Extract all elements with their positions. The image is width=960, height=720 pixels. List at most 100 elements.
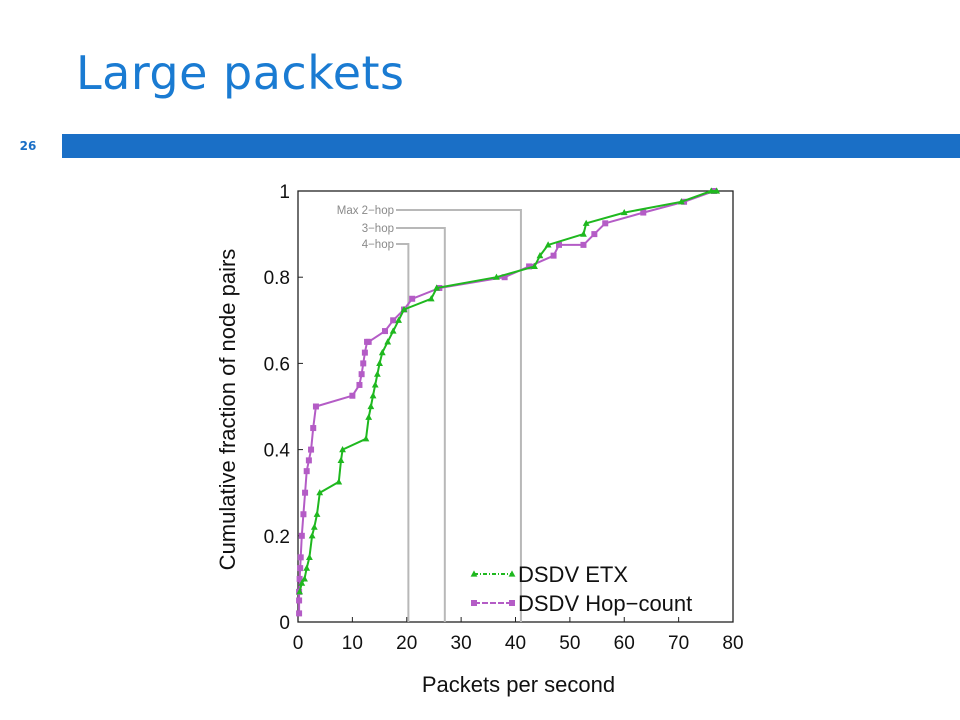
hopcount-point — [312, 403, 319, 410]
hopcount-point — [349, 392, 356, 399]
hopcount-point — [526, 263, 533, 270]
etx-point — [306, 553, 313, 560]
etx-point — [337, 456, 345, 463]
etx-point — [544, 241, 552, 248]
legend-marker — [470, 570, 478, 577]
hopcount-point — [390, 317, 397, 324]
etx-point — [313, 510, 321, 517]
hopcount-point — [365, 338, 372, 345]
hopcount-point — [409, 295, 416, 302]
etx-point — [493, 273, 500, 280]
etx-point — [389, 327, 397, 334]
etx-point — [301, 575, 308, 582]
legend-marker — [509, 600, 515, 606]
x-tick-label: 10 — [342, 633, 363, 654]
threshold-label: Max 2−hop — [337, 205, 394, 217]
y-tick-label: 0 — [279, 613, 290, 634]
etx-point — [362, 435, 370, 442]
etx-point — [620, 208, 628, 216]
etx-point — [367, 402, 375, 410]
y-axis-label: Cumulative fraction of node pairs — [215, 249, 240, 571]
threshold-line — [396, 209, 522, 622]
hopcount-point — [358, 371, 365, 378]
hopcount-point — [356, 381, 363, 388]
slide-title: Large packets — [76, 46, 405, 100]
hopcount-point — [296, 610, 303, 617]
legend-marker — [471, 600, 477, 606]
page-number: 26 — [19, 139, 37, 153]
hopcount-point — [296, 597, 303, 604]
etx-point — [296, 588, 304, 595]
etx-point — [373, 370, 381, 377]
hopcount-point — [308, 446, 315, 453]
hopcount-point — [297, 554, 304, 561]
hopcount-point — [298, 532, 305, 539]
hopcount-point — [360, 360, 367, 367]
etx-point — [400, 305, 408, 313]
y-tick-label: 0.4 — [264, 441, 291, 462]
hopcount-point — [550, 252, 557, 259]
etx-point — [713, 187, 721, 194]
x-tick-label: 20 — [396, 633, 417, 654]
etx-point — [371, 381, 379, 388]
etx-point — [384, 338, 392, 345]
hopcount-point — [302, 489, 309, 496]
hopcount-point — [602, 220, 609, 227]
series-line — [298, 190, 715, 614]
x-tick-label: 60 — [614, 633, 635, 654]
x-axis-label: Packets per second — [422, 672, 615, 697]
hopcount-point — [501, 274, 508, 281]
title-underline-bar — [62, 134, 960, 158]
etx-point — [298, 579, 306, 586]
hopcount-point — [591, 231, 598, 238]
etx-point — [369, 392, 377, 399]
etx-point — [310, 523, 318, 530]
hopcount-point — [556, 241, 562, 248]
etx-point — [580, 230, 587, 237]
hopcount-point — [303, 468, 310, 475]
hopcount-point — [297, 565, 304, 572]
threshold-line — [396, 243, 410, 622]
hopcount-point — [305, 457, 312, 464]
hopcount-point — [640, 209, 647, 216]
etx-point — [303, 564, 311, 571]
etx-point — [536, 252, 544, 259]
y-tick-label: 0.8 — [264, 268, 290, 289]
etx-point — [376, 359, 383, 366]
etx-point — [365, 413, 373, 420]
etx-point — [316, 489, 324, 496]
etx-point — [395, 316, 402, 323]
y-tick-label: 0.6 — [264, 354, 290, 375]
etx-point — [335, 478, 343, 485]
legend-label: DSDV ETX — [518, 562, 628, 587]
x-tick-label: 80 — [722, 633, 743, 654]
legend-label: DSDV Hop−count — [518, 591, 692, 616]
etx-point — [707, 187, 715, 194]
threshold-label: 3−hop — [362, 223, 394, 235]
y-tick-label: 0.2 — [264, 527, 290, 548]
threshold-label: 4−hop — [362, 239, 394, 251]
etx-point — [433, 284, 441, 291]
etx-point — [378, 349, 386, 356]
etx-point — [308, 532, 316, 539]
x-tick-label: 0 — [293, 633, 304, 654]
x-tick-label: 30 — [451, 633, 472, 654]
etx-point — [677, 198, 685, 205]
hopcount-point — [310, 425, 317, 432]
hopcount-point — [296, 575, 303, 582]
legend-marker — [508, 570, 516, 577]
hopcount-point — [382, 328, 388, 335]
etx-point — [339, 446, 346, 453]
x-tick-label: 50 — [559, 633, 580, 654]
etx-point — [427, 295, 435, 302]
plot-frame — [297, 190, 734, 623]
series-line — [298, 190, 717, 593]
hopcount-point — [580, 241, 587, 248]
x-tick-label: 40 — [505, 633, 526, 654]
hopcount-point — [300, 511, 307, 518]
etx-point — [531, 262, 538, 270]
x-tick-label: 70 — [668, 633, 689, 654]
y-tick-label: 1 — [279, 182, 290, 203]
hopcount-point — [361, 349, 368, 356]
